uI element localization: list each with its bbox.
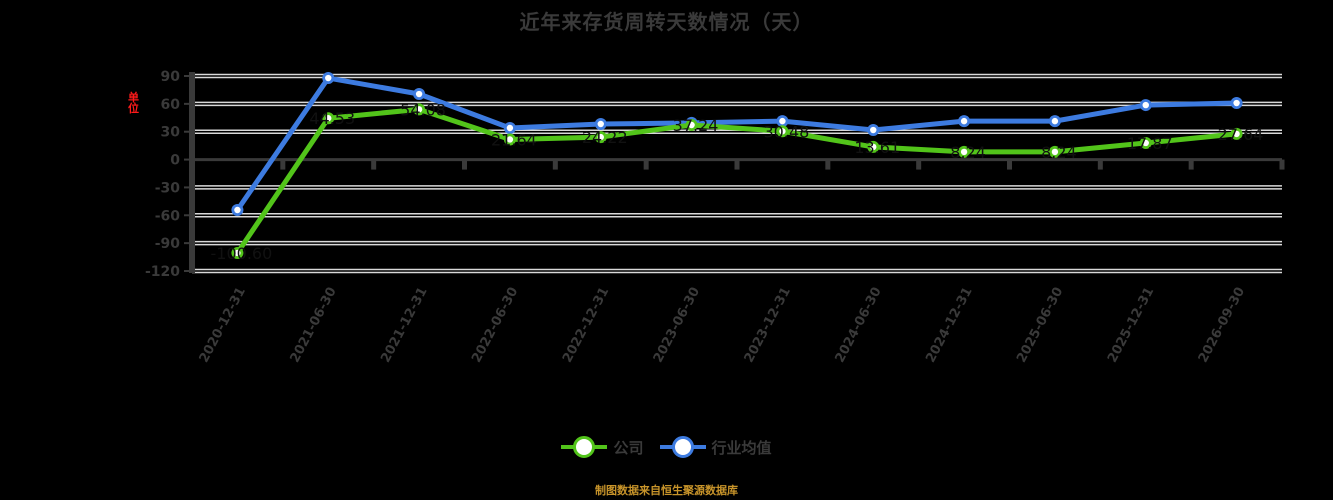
svg-text:2025-06-30: 2025-06-30 (1014, 285, 1066, 365)
svg-text:2021-12-31: 2021-12-31 (378, 285, 430, 365)
gridlines (192, 73, 1282, 274)
svg-text:24.22: 24.22 (582, 128, 628, 147)
svg-text:-120: -120 (145, 264, 180, 280)
data-labels: -100.60 44.53 54.08 21.64 24.22 37.24 30.48 13.… (211, 100, 1264, 263)
svg-text:30: 30 (161, 125, 181, 141)
svg-text:2025-12-31: 2025-12-31 (1105, 285, 1157, 365)
svg-text:37.24: 37.24 (673, 116, 719, 135)
svg-text:17.87: 17.87 (1127, 134, 1173, 153)
svg-text:2024-06-30: 2024-06-30 (832, 285, 884, 365)
chart-title: 近年来存货周转天数情况（天） (519, 10, 814, 34)
svg-text:60: 60 (161, 97, 181, 113)
data-source-footer: 制图数据来自恒生聚源数据库 (595, 484, 738, 497)
svg-text:54.08: 54.08 (400, 100, 446, 119)
legend-swatch-green-icon (561, 436, 608, 458)
legend-item-company[interactable]: 公司 (561, 436, 644, 458)
line-chart: 90 60 30 0 -30 -60 -90 -120 2020-12-31 2021-06-3… (145, 69, 1285, 365)
svg-text:13.61: 13.61 (854, 138, 900, 157)
legend-item-industry-average[interactable]: 行业均值 (659, 436, 772, 458)
svg-text:90: 90 (161, 69, 181, 85)
svg-text:2023-12-31: 2023-12-31 (742, 285, 794, 365)
svg-text:2026-09-30: 2026-09-30 (1196, 285, 1248, 365)
legend-label: 行业均值 (711, 438, 772, 457)
legend-swatch-blue-icon (659, 436, 706, 458)
svg-text:-30: -30 (155, 180, 181, 196)
x-axis: 2020-12-31 2021-06-30 2021-12-31 2022-06-30… (192, 158, 1285, 365)
svg-text:2021-06-30: 2021-06-30 (287, 285, 339, 365)
svg-text:2024-12-31: 2024-12-31 (923, 285, 975, 365)
svg-text:8.24: 8.24 (950, 143, 986, 162)
y-axis-unit-label: 单位 (128, 91, 139, 115)
svg-text:27.64: 27.64 (1218, 125, 1264, 144)
svg-text:-90: -90 (155, 236, 181, 252)
svg-text:2023-06-30: 2023-06-30 (651, 285, 703, 365)
svg-text:2022-12-31: 2022-12-31 (560, 285, 612, 365)
svg-text:44.53: 44.53 (309, 109, 355, 128)
legend-label: 公司 (613, 438, 644, 457)
svg-text:8.24: 8.24 (1041, 143, 1077, 162)
svg-text:-60: -60 (155, 208, 181, 224)
svg-text:-100.60: -100.60 (211, 244, 273, 263)
y-axis: 90 60 30 0 -30 -60 -90 -120 (145, 69, 195, 280)
series-lines (231, 72, 1243, 259)
svg-text:0: 0 (170, 153, 180, 169)
svg-text:30.48: 30.48 (764, 122, 810, 141)
svg-text:21.64: 21.64 (491, 130, 537, 149)
svg-text:2022-06-30: 2022-06-30 (469, 285, 521, 365)
svg-text:2020-12-31: 2020-12-31 (197, 285, 249, 365)
legend: 公司 行业均值 (0, 436, 1333, 458)
